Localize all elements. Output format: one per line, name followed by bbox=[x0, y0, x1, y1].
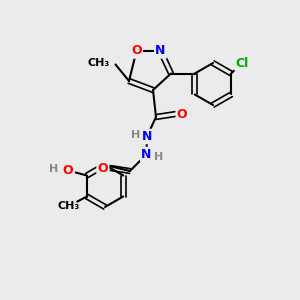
Text: CH₃: CH₃ bbox=[87, 58, 110, 68]
Text: O: O bbox=[63, 164, 73, 178]
Text: N: N bbox=[155, 44, 166, 58]
Text: Cl: Cl bbox=[235, 56, 248, 70]
Text: N: N bbox=[141, 148, 152, 161]
Text: CH₃: CH₃ bbox=[58, 201, 80, 212]
Text: O: O bbox=[131, 44, 142, 58]
Text: H: H bbox=[131, 130, 140, 140]
Text: O: O bbox=[98, 161, 108, 175]
Text: H: H bbox=[154, 152, 164, 163]
Text: O: O bbox=[177, 107, 188, 121]
Text: H: H bbox=[49, 164, 58, 175]
Text: N: N bbox=[142, 130, 152, 143]
